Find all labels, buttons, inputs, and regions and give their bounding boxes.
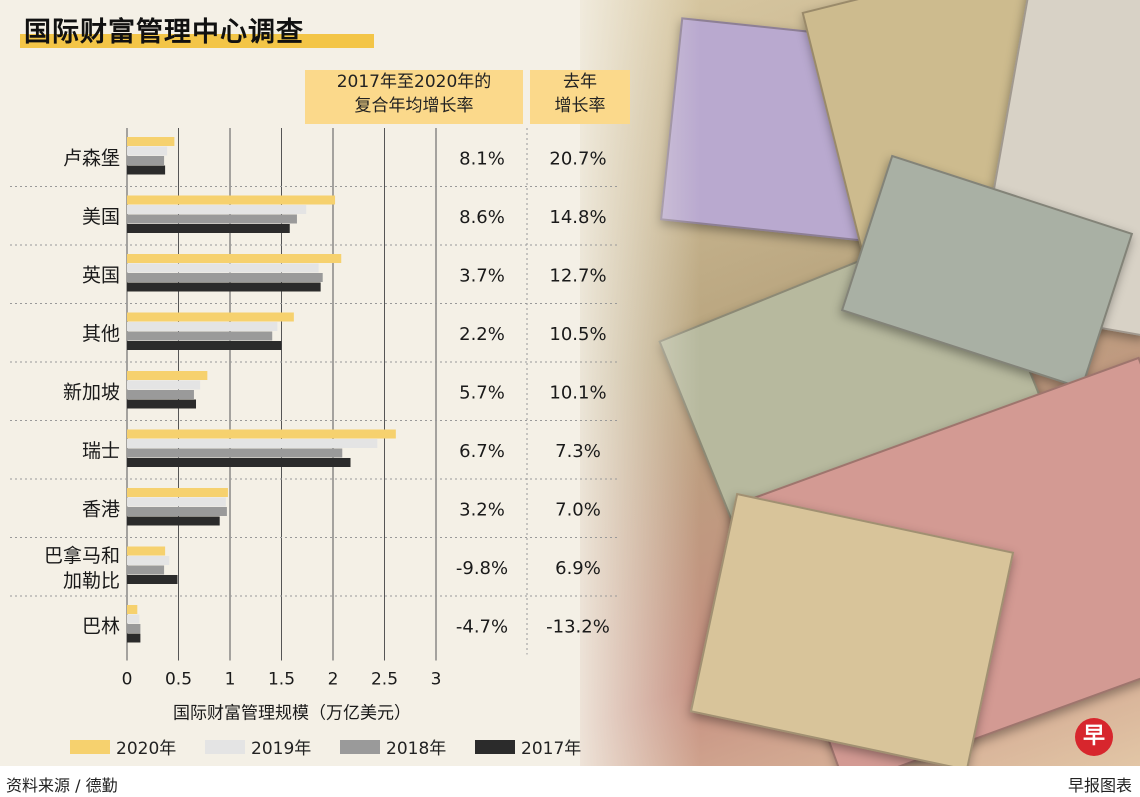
x-axis-label: 国际财富管理规模（万亿美元）: [173, 704, 411, 724]
legend-2017: 2017年: [475, 734, 581, 759]
legend-swatch-2017: [475, 739, 515, 754]
cagr-value: 6.7%: [459, 441, 505, 462]
bar-2018: [127, 565, 165, 575]
bar-2018: [127, 156, 165, 165]
yoy-value: -13.2%: [546, 616, 610, 637]
bar-2017: [127, 341, 282, 350]
x-tick-label: 0.5: [165, 670, 192, 690]
photo-fade: [560, 0, 700, 766]
legend-label-2019: 2019年: [251, 739, 312, 759]
cagr-value: 8.6%: [459, 207, 505, 228]
bar-2017: [127, 282, 321, 292]
legend-2020: 2020年: [70, 734, 176, 759]
category-label: 加勒比: [63, 570, 120, 592]
bar-2020: [127, 605, 138, 614]
chart-title: 国际财富管理中心调查: [24, 17, 304, 48]
bar-2017: [127, 575, 178, 584]
bar-2018: [127, 507, 227, 516]
legend-label-2017: 2017年: [521, 739, 582, 759]
category-label: 卢森堡: [63, 147, 120, 169]
zaobao-logo: 早: [1075, 718, 1113, 756]
cagr-header-line-1: 2017年至2020年的: [336, 72, 492, 92]
cagr-value: 2.2%: [459, 324, 505, 345]
bar-2019: [127, 263, 319, 273]
x-tick-label: 1.5: [268, 670, 295, 690]
bar-chart: 卢森堡 8.1% 20.7% 美国 8.6% 14.8% 英国 3.7% 12.7% 其他 2.2%…: [10, 128, 620, 724]
bar-2018: [127, 448, 343, 458]
yoy-value: 20.7%: [549, 148, 606, 169]
bar-2018: [127, 214, 297, 224]
yoy-value: 12.7%: [549, 265, 606, 286]
bar-2019: [127, 380, 201, 390]
chart-credit: 早报图表: [1067, 776, 1132, 795]
legend-2018: 2018年: [340, 734, 446, 759]
bar-2019: [127, 614, 140, 624]
cagr-value: -9.8%: [456, 558, 508, 579]
bar-2019: [127, 205, 307, 214]
yoy-column-header: 去年 增长率: [530, 70, 630, 124]
x-tick-label: 3: [431, 670, 442, 690]
bar-2018: [127, 331, 273, 341]
legend-label-2020: 2020年: [116, 739, 177, 759]
cagr-value: 8.1%: [459, 148, 505, 169]
bar-2017: [127, 224, 290, 233]
cagr-value: 3.2%: [459, 499, 505, 520]
category-label: 瑞士: [82, 440, 120, 462]
yoy-value: 6.9%: [555, 558, 601, 579]
bar-2020: [127, 312, 294, 322]
yoy-header-line-2: 增长率: [554, 96, 606, 116]
bar-2017: [127, 165, 166, 175]
yoy-value: 7.0%: [555, 499, 601, 520]
bar-2020: [127, 254, 342, 263]
bar-2017: [127, 399, 197, 409]
legend-swatch-2018: [340, 739, 380, 754]
bar-2019: [127, 146, 168, 156]
bar-2020: [127, 195, 336, 205]
bar-2020: [127, 429, 396, 439]
cagr-value: 3.7%: [459, 265, 505, 286]
title-highlight: [20, 34, 374, 48]
x-tick-label: 2: [328, 670, 339, 690]
bar-2017: [127, 633, 141, 643]
x-tick-label: 2.5: [371, 670, 398, 690]
legend-2019: 2019年: [205, 734, 311, 759]
category-label: 其他: [82, 323, 120, 345]
yoy-value: 10.1%: [549, 382, 606, 403]
category-label: 巴拿马和: [44, 544, 120, 567]
bar-2020: [127, 137, 175, 146]
category-label: 英国: [82, 264, 120, 286]
bar-2018: [127, 390, 194, 399]
bar-2018: [127, 273, 323, 282]
bar-2019: [127, 439, 378, 448]
bar-2020: [127, 488, 228, 497]
yoy-header-line-1: 去年: [563, 72, 597, 92]
bar-2020: [127, 371, 208, 380]
cagr-column-header: 2017年至2020年的 复合年均增长率: [305, 70, 523, 124]
category-label: 巴林: [82, 615, 120, 637]
bar-2017: [127, 516, 220, 526]
cagr-header-line-2: 复合年均增长率: [354, 96, 474, 116]
x-tick-label: 0: [122, 670, 133, 690]
bar-2019: [127, 556, 170, 565]
yoy-value: 7.3%: [555, 441, 601, 462]
yoy-value: 10.5%: [549, 324, 606, 345]
legend-swatch-2020: [70, 739, 110, 754]
bar-2017: [127, 458, 351, 467]
bar-2018: [127, 624, 141, 633]
category-label: 新加坡: [63, 381, 120, 403]
bar-2020: [127, 546, 166, 556]
category-label: 美国: [82, 206, 120, 228]
cagr-value: 5.7%: [459, 382, 505, 403]
cagr-value: -4.7%: [456, 616, 508, 637]
category-label: 香港: [82, 498, 120, 520]
bar-2019: [127, 497, 226, 507]
source-note: 资料来源 / 德勤: [6, 776, 118, 795]
legend-label-2018: 2018年: [386, 739, 447, 759]
yoy-value: 14.8%: [549, 207, 606, 228]
legend-swatch-2019: [205, 739, 245, 754]
x-tick-label: 1: [225, 670, 236, 690]
bar-2019: [127, 322, 278, 331]
